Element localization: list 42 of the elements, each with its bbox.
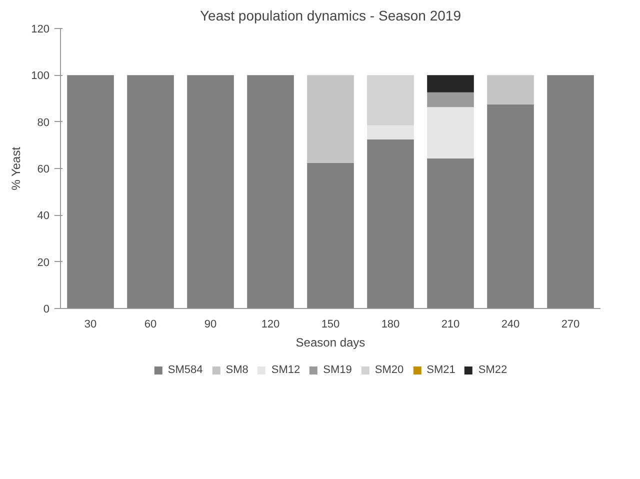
x-tick-label: 240 [501, 318, 520, 330]
bar [547, 75, 594, 308]
y-tick-label: 40 [37, 210, 50, 222]
legend-label: SM21 [426, 364, 456, 376]
x-tick-label: 90 [204, 318, 217, 330]
bar [307, 75, 354, 163]
y-tick-label: 60 [37, 164, 50, 176]
legend-label: SM8 [226, 364, 248, 376]
x-axis-title: Season days [296, 336, 366, 350]
x-tick-label: 180 [381, 318, 400, 330]
x-tick-label: 210 [441, 318, 460, 330]
x-tick-label: 150 [321, 318, 340, 330]
bar [427, 92, 474, 108]
bar [247, 75, 294, 308]
bar [487, 104, 534, 308]
y-tick-label: 80 [37, 116, 50, 129]
x-tick-label: 60 [144, 318, 157, 330]
y-axis-title: % Yeast [9, 146, 24, 190]
bar [367, 75, 414, 126]
y-tick-label: 20 [37, 256, 50, 269]
y-tick-label: 120 [31, 24, 50, 36]
bar [367, 125, 414, 140]
bar [187, 75, 234, 308]
legend-label: SM12 [271, 364, 300, 376]
legend-label: SM19 [323, 364, 352, 376]
bar [427, 158, 474, 308]
bar [487, 75, 534, 104]
legend-label: SM22 [478, 364, 508, 376]
bar [427, 75, 474, 92]
bar [127, 75, 174, 308]
x-tick-label: 120 [261, 318, 280, 330]
x-tick-label: 270 [561, 318, 580, 330]
bar [307, 162, 354, 308]
legend-label: SM20 [374, 364, 404, 376]
y-tick-label: 100 [31, 70, 50, 82]
bar [367, 139, 414, 308]
bar [67, 75, 114, 308]
bar [427, 107, 474, 158]
chart-title: Yeast population dynamics - Season 2019 [200, 8, 462, 24]
y-tick-label: 0 [43, 304, 50, 316]
legend-label: SM584 [168, 364, 203, 376]
x-tick-label: 30 [84, 318, 97, 330]
